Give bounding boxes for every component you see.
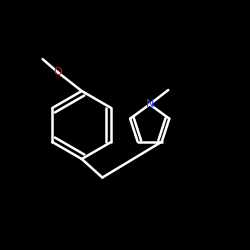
Text: N: N [146,100,154,110]
Text: O: O [54,68,62,78]
